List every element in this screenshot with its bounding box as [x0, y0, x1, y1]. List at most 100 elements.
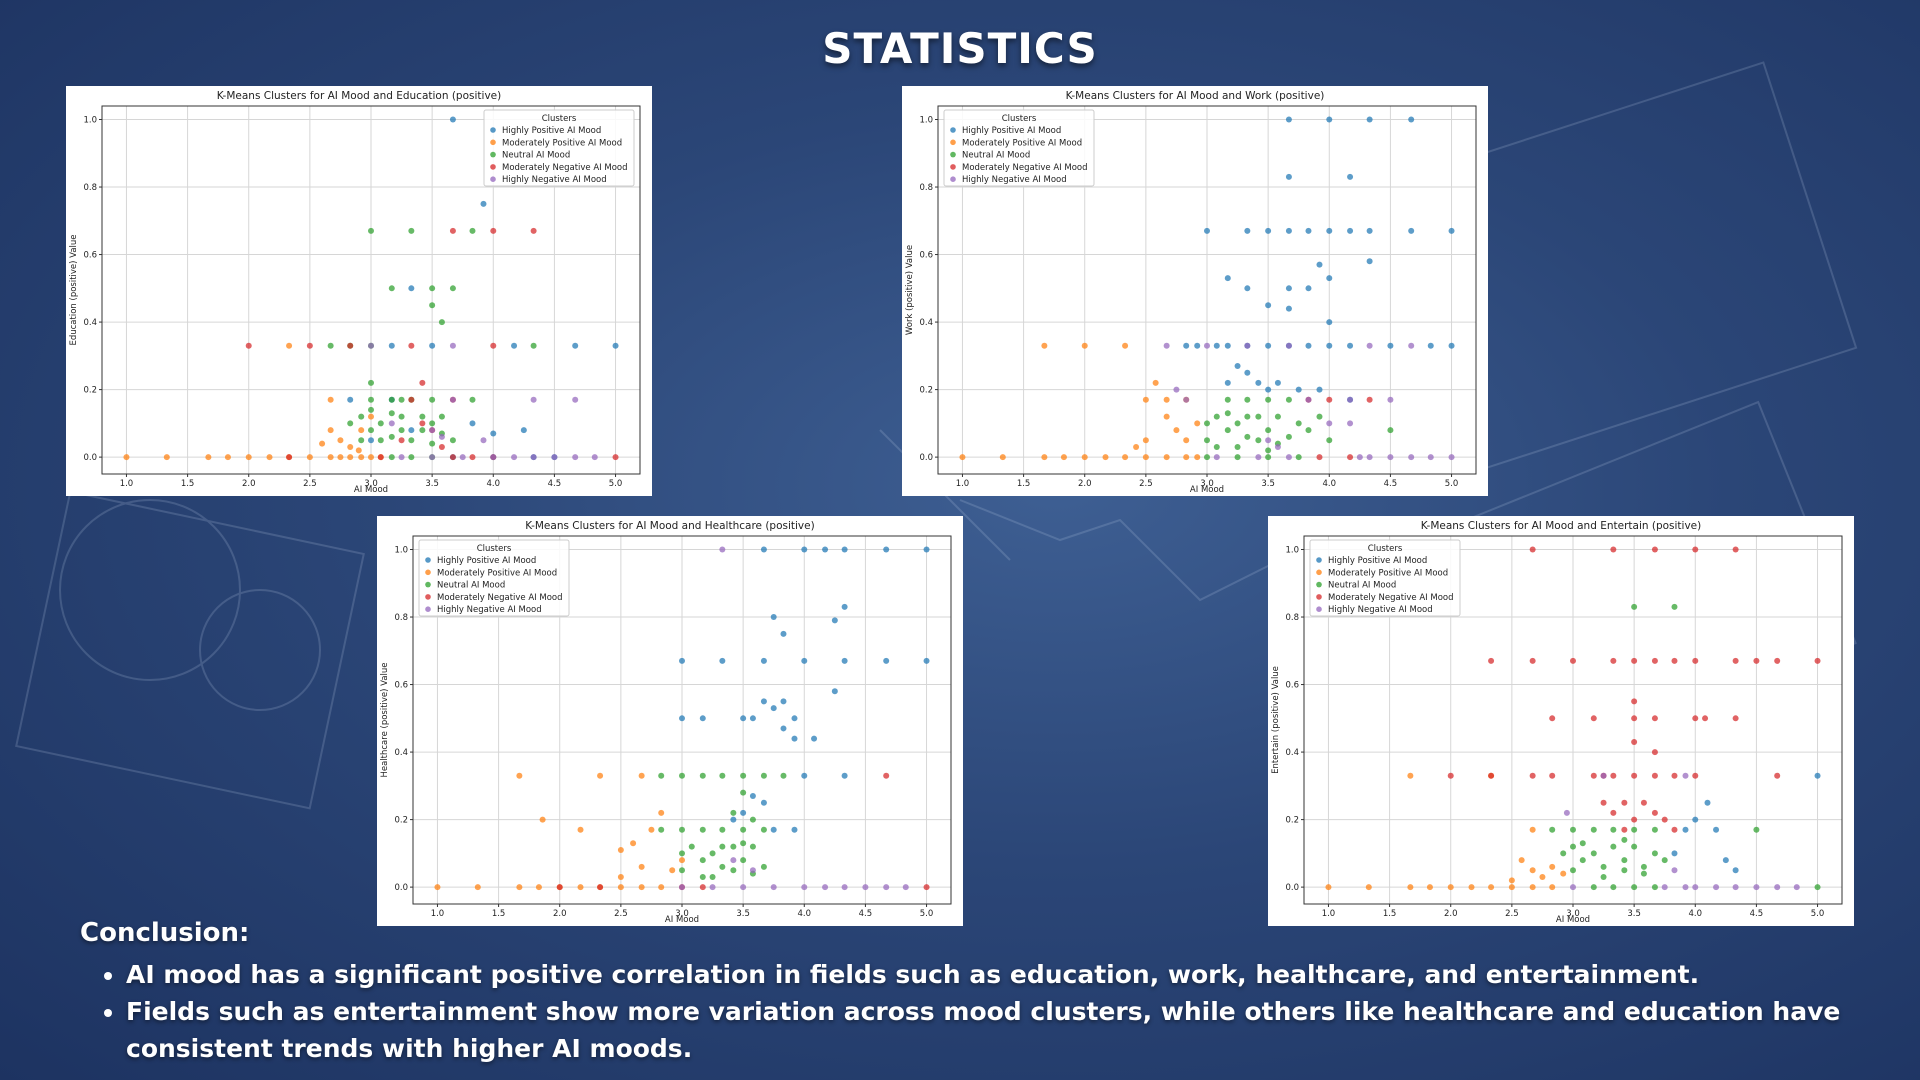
scatter-point	[1265, 396, 1272, 403]
scatter-point	[1722, 857, 1729, 864]
legend-title: Clusters	[1368, 544, 1403, 554]
scatter-point	[358, 437, 365, 444]
x-tick-label: 1.5	[1017, 479, 1031, 489]
scatter-point	[368, 413, 374, 420]
y-tick-label: 0.6	[1285, 681, 1299, 691]
scatter-point	[1224, 342, 1231, 349]
scatter-point	[658, 772, 665, 779]
scatter-point	[730, 809, 737, 816]
scatter-point	[1814, 657, 1821, 664]
scatter-point	[1671, 826, 1678, 833]
scatter-point	[306, 454, 313, 461]
scatter-point	[205, 454, 212, 461]
scatter-point	[1305, 285, 1312, 292]
scatter-point	[1224, 379, 1231, 386]
scatter-point	[1682, 772, 1689, 779]
scatter-point	[1549, 715, 1556, 722]
scatter-point	[1265, 437, 1272, 444]
healthcare-chart: K-Means Clusters for AI Mood and Healthc…	[377, 516, 963, 926]
scatter-point	[770, 884, 777, 891]
scatter-point	[516, 772, 523, 779]
y-tick-label: 0.2	[919, 386, 933, 396]
scatter-point	[1265, 302, 1272, 309]
scatter-point	[1692, 715, 1699, 722]
scatter-point	[368, 396, 374, 403]
scatter-point	[1244, 227, 1251, 234]
scatter-point	[1244, 342, 1251, 349]
conclusion-heading: Conclusion:	[80, 918, 250, 948]
scatter-point	[679, 867, 685, 874]
x-axis-label: AI Mood	[1190, 485, 1224, 495]
scatter-point	[1682, 884, 1689, 891]
scatter-point	[760, 772, 767, 779]
scatter-point	[760, 546, 767, 553]
scatter-point	[760, 657, 767, 664]
y-axis-label: Work (positive) Value	[905, 245, 915, 335]
scatter-point	[1255, 379, 1262, 386]
scatter-point	[347, 342, 354, 349]
scatter-point	[368, 437, 374, 444]
scatter-point	[388, 342, 395, 349]
scatter-point	[1326, 342, 1333, 349]
conclusion-bullet: AI mood has a significant positive corre…	[126, 956, 1860, 993]
x-axis-label: AI Mood	[1556, 915, 1590, 925]
scatter-point	[740, 826, 747, 833]
x-tick-label: 2.5	[614, 909, 628, 919]
scatter-point	[1142, 454, 1149, 461]
scatter-point	[1194, 342, 1201, 349]
scatter-point	[1774, 772, 1781, 779]
scatter-point	[679, 657, 685, 664]
scatter-point	[999, 454, 1006, 461]
x-tick-label: 3.5	[425, 479, 439, 489]
scatter-point	[1570, 657, 1576, 664]
scatter-point	[1692, 546, 1699, 553]
legend-entry: Highly Negative AI Mood	[1328, 605, 1433, 615]
scatter-point	[347, 396, 354, 403]
scatter-point	[1365, 884, 1372, 891]
scatter-point	[1122, 454, 1129, 461]
scatter-point	[1305, 396, 1312, 403]
scatter-point	[1590, 772, 1597, 779]
scatter-point	[1447, 884, 1454, 891]
scatter-point	[791, 715, 798, 722]
scatter-point	[658, 884, 665, 891]
legend-entry: Highly Positive AI Mood	[1328, 556, 1427, 566]
scatter-point	[1183, 342, 1190, 349]
scatter-point	[648, 826, 655, 833]
scatter-point	[740, 715, 747, 722]
scatter-point	[1234, 443, 1241, 450]
scatter-point	[801, 884, 808, 891]
scatter-point	[1713, 826, 1720, 833]
y-tick-label: 0.8	[394, 613, 408, 623]
scatter-point	[123, 454, 130, 461]
scatter-point	[1610, 826, 1617, 833]
scatter-point	[1213, 413, 1220, 420]
legend-title: Clusters	[477, 544, 512, 554]
scatter-point	[1713, 884, 1720, 891]
scatter-point	[1060, 454, 1067, 461]
scatter-point	[1774, 657, 1781, 664]
y-tick-label: 0.4	[1285, 748, 1299, 758]
scatter-point	[923, 657, 930, 664]
scatter-point	[841, 603, 848, 610]
legend-marker	[950, 151, 956, 158]
scatter-point	[1621, 836, 1628, 843]
scatter-point	[1631, 698, 1638, 705]
scatter-point	[1366, 227, 1373, 234]
legend-marker	[1316, 569, 1322, 576]
scatter-point	[469, 227, 476, 234]
scatter-point	[1631, 843, 1638, 850]
scatter-point	[419, 413, 426, 420]
scatter-point	[709, 873, 716, 880]
scatter-point	[1326, 116, 1333, 123]
scatter-point	[719, 657, 726, 664]
legend-box	[483, 109, 635, 187]
scatter-point	[1366, 116, 1373, 123]
chart-title: K-Means Clusters for AI Mood and Work (p…	[1066, 90, 1325, 102]
scatter-point	[1366, 396, 1373, 403]
scatter-point	[902, 884, 909, 891]
scatter-point	[1326, 420, 1333, 427]
scatter-point	[469, 454, 476, 461]
scatter-point	[1671, 867, 1678, 874]
scatter-point	[419, 420, 426, 427]
